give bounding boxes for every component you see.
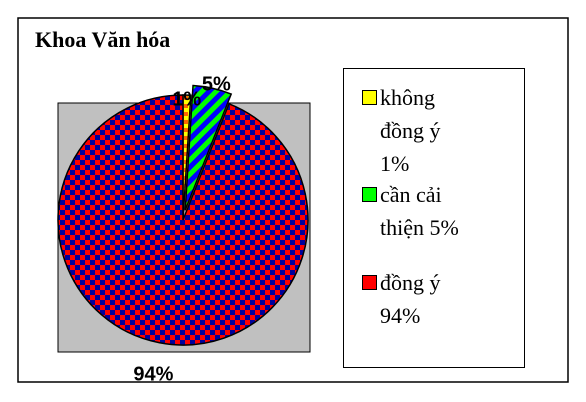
legend-label: không đồng ý 1% [380, 85, 441, 176]
legend-item: đồng ý 94% [362, 266, 524, 332]
pie-slice [184, 84, 233, 211]
legend-swatch [362, 275, 377, 290]
pie-slice [57, 94, 309, 346]
legend-label: đồng ý 94% [380, 270, 441, 328]
legend-item: không đồng ý 1% [362, 81, 524, 180]
data-label: 1% [172, 88, 201, 110]
pie [57, 84, 309, 346]
legend-item: cần cải thiện 5% [362, 178, 524, 244]
legend-label: cần cải thiện 5% [380, 182, 459, 240]
chart-title: Khoa Văn hóa [35, 27, 170, 52]
data-label: 5% [202, 74, 231, 96]
data-label: 94% [133, 363, 173, 385]
legend-swatch [362, 90, 377, 105]
legend: không đồng ý 1% cần cải thiện 5% đồng ý 94… [343, 68, 525, 368]
legend-swatch [362, 187, 377, 202]
